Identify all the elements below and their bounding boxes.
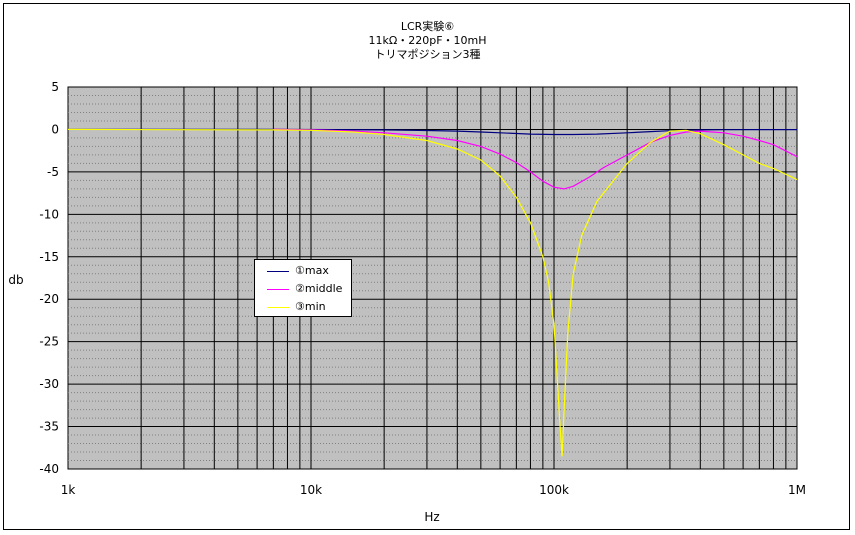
legend-item-middle: ②middle [255, 280, 353, 298]
y-tick-label: -25 [39, 335, 59, 349]
y-tick-label: -5 [47, 165, 59, 179]
legend-item-min: ③min [255, 298, 353, 316]
legend-label-max: ①max [295, 264, 329, 277]
chart-title: LCR実験⑥ [400, 20, 455, 33]
series-line-1 [68, 128, 797, 136]
legend-swatch-middle [267, 289, 289, 290]
series-lines [67, 128, 798, 457]
chart-subtitle-components: 11kΩ・220pF・10mH [368, 34, 487, 47]
legend-label-middle: ②middle [295, 282, 343, 295]
chart-subtitle-positions: トリマポジション3種 [374, 48, 481, 61]
x-tick-label: 10k [300, 483, 322, 497]
y-tick-label: -10 [39, 207, 59, 221]
legend-item-max: ①max [255, 262, 353, 280]
legend: ①max ②middle ③min [254, 259, 352, 317]
series-line-3 [67, 128, 798, 457]
x-axis-label: Hz [424, 510, 439, 524]
x-tick-labels: 1k 10k 100k 1M [61, 483, 806, 497]
y-axis-label: db [8, 273, 23, 287]
legend-swatch-min [267, 307, 289, 308]
plot-area [67, 86, 798, 470]
y-tick-label: -20 [39, 292, 59, 306]
legend-swatch-max [267, 271, 289, 272]
y-tick-label: 0 [51, 122, 59, 136]
y-tick-labels: 5 0 -5 -10 -15 -20 -25 -30 -35 -40 [39, 80, 59, 476]
x-tick-label: 1M [788, 483, 806, 497]
y-tick-label: -40 [39, 462, 59, 476]
x-tick-label: 1k [61, 483, 76, 497]
y-tick-label: 5 [51, 80, 59, 94]
y-tick-label: -30 [39, 377, 59, 391]
y-tick-label: -15 [39, 250, 59, 264]
x-tick-label: 100k [539, 483, 569, 497]
legend-label-min: ③min [295, 300, 326, 313]
series-line-2 [273, 128, 798, 190]
y-tick-label: -35 [39, 420, 59, 434]
